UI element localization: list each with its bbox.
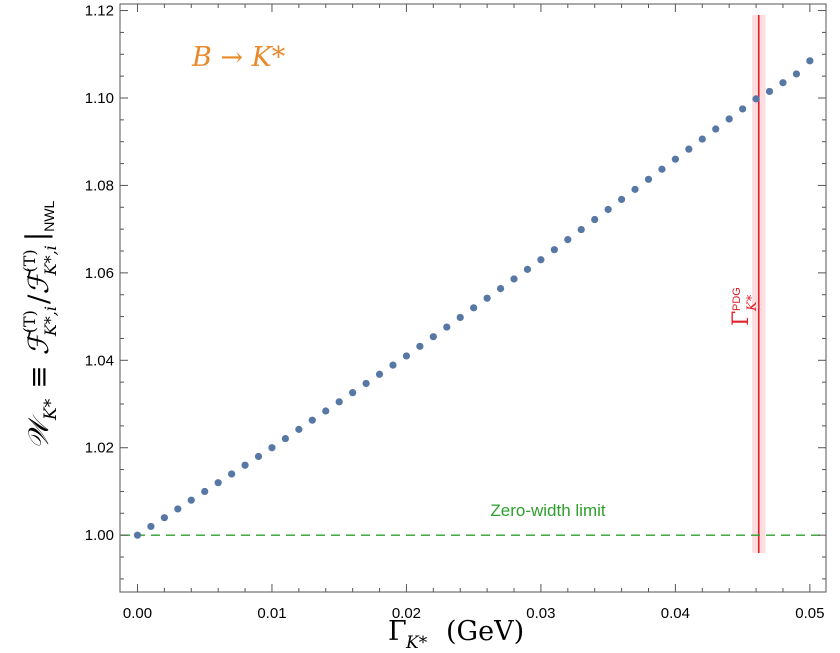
data-point — [779, 79, 787, 87]
y-label-den-sup: (T) — [20, 249, 39, 272]
data-point — [402, 352, 411, 360]
y-tick-label: 1.08 — [85, 177, 114, 194]
y-label-num-sub: K*,i — [41, 306, 60, 337]
data-point — [362, 379, 370, 388]
pdg-label-sub: K* — [745, 294, 760, 312]
data-point — [322, 407, 330, 415]
x-tick-label: 0.03 — [526, 605, 555, 622]
data-point — [712, 125, 720, 133]
data-point — [537, 256, 545, 264]
data-point — [510, 275, 518, 283]
y-label-den-sub: K*,i — [41, 245, 60, 276]
y-tick-label: 1.06 — [85, 265, 114, 282]
y-label-lhs-sub: K* — [41, 398, 61, 421]
y-label-bar: | — [20, 232, 53, 241]
pdg-label-sup: PDG — [731, 287, 743, 311]
data-point — [281, 434, 290, 443]
data-point — [187, 496, 195, 504]
data-point — [268, 444, 276, 452]
data-point — [308, 416, 316, 424]
x-tick-label: 0.05 — [795, 605, 824, 622]
pdg-band-layer — [752, 15, 766, 553]
data-point — [133, 531, 142, 539]
y-tick-label: 1.12 — [85, 3, 114, 20]
data-point — [698, 135, 706, 143]
y-label-op: ≡ — [22, 365, 55, 388]
reference-line-label: Zero-width limit — [490, 501, 606, 520]
x-tick-label: 0.04 — [661, 605, 690, 622]
pdg-label: Γ PDG K* — [729, 287, 760, 326]
data-point — [792, 70, 801, 78]
axes — [119, 3, 827, 593]
data-point — [765, 87, 774, 96]
data-point — [604, 205, 612, 214]
x-axis-label-unit: (GeV) — [446, 616, 524, 647]
x-tick-label: 0.02 — [392, 605, 421, 622]
pdg-label-main: Γ — [729, 311, 754, 326]
x-axis-label: Γ K* (GeV) — [388, 616, 524, 653]
data-point — [806, 57, 814, 65]
data-point — [160, 514, 168, 522]
data-point — [671, 155, 679, 163]
x-axis-label-main: Γ — [388, 616, 407, 647]
reference-line-label-group: Zero-width limit — [462, 498, 634, 520]
data-point — [214, 479, 222, 487]
data-point — [254, 452, 263, 461]
data-point — [658, 165, 666, 173]
data-point — [201, 487, 209, 496]
y-axis-label: 𝒲K*≡ℱ(T) K*,i/ℱ(T) K*,i|NWL — [20, 200, 61, 449]
data-point — [456, 313, 464, 322]
data-point — [496, 285, 505, 293]
y-tick-label: 1.04 — [85, 352, 114, 369]
data-points — [133, 57, 814, 539]
data-point — [685, 145, 693, 153]
y-tick-label: 1.02 — [85, 440, 114, 457]
process-annotation: B → K* — [191, 42, 286, 73]
data-point — [389, 361, 397, 369]
data-point — [335, 398, 343, 406]
y-tick-label: 1.10 — [85, 90, 114, 107]
data-point — [429, 333, 437, 341]
data-point — [564, 236, 572, 244]
x-tick-label: 0.00 — [123, 605, 152, 622]
data-point — [644, 175, 653, 183]
data-point — [577, 225, 585, 234]
data-point — [739, 105, 747, 113]
data-point — [443, 323, 451, 331]
reference-label-bg — [462, 498, 634, 520]
data-point — [617, 195, 626, 204]
data-point — [174, 505, 182, 513]
x-tick-label: 0.01 — [257, 605, 286, 622]
data-point — [416, 342, 424, 350]
data-point — [349, 389, 357, 397]
y-label-slash: / — [22, 294, 55, 304]
data-point — [295, 425, 303, 433]
data-point — [752, 95, 760, 103]
ticks: 0.00 0.01 0.02 0.03 0.04 0.05 1.00 1.02 1.04 1.06… — [85, 3, 826, 622]
data-point — [470, 304, 478, 312]
plot-frame — [119, 3, 827, 593]
data-point — [483, 294, 491, 302]
data-point — [725, 115, 733, 123]
data-point — [631, 185, 639, 193]
data-point — [550, 246, 558, 254]
data-point — [523, 265, 532, 273]
data-point — [147, 522, 155, 531]
y-axis-label-text: 𝒲K*≡ℱ(T) K*,i/ℱ(T) K*,i|NWL — [20, 200, 61, 449]
data-point — [375, 370, 384, 378]
data-point — [228, 470, 236, 478]
y-label-num-sup: (T) — [20, 310, 39, 333]
y-label-bar-sub: NWL — [41, 200, 57, 231]
data-point — [241, 461, 249, 469]
y-tick-label: 1.00 — [85, 527, 114, 544]
x-axis-label-sub: K* — [405, 633, 428, 653]
data-point — [591, 215, 599, 224]
